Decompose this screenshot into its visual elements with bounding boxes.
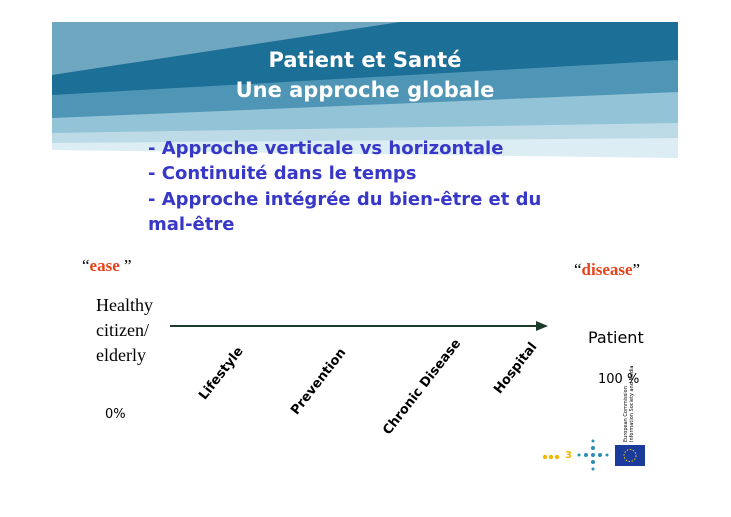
bullet: mal-être — [148, 214, 235, 235]
start-line: citizen/ — [96, 320, 149, 340]
page-number: 3 — [565, 450, 572, 461]
start-percent: 0% — [105, 407, 126, 422]
title-line: Une approche globale — [235, 78, 495, 102]
quote: “ — [574, 260, 582, 279]
word: disease — [581, 260, 633, 279]
ease-label: “ease ” — [82, 256, 132, 276]
quote: ” — [119, 256, 132, 275]
disease-label: “disease” — [574, 260, 640, 280]
end-label: Patient — [588, 328, 644, 347]
bullet: - Approche intégrée du bien-être et du — [148, 189, 542, 210]
quote: “ — [82, 256, 90, 275]
title-line: Patient et Santé — [268, 48, 462, 72]
bullet: - Continuité dans le temps — [148, 163, 417, 184]
quote: ” — [632, 260, 641, 279]
end-percent: 100 % — [598, 372, 640, 387]
logo-text: European Commission Information Society a… — [623, 365, 635, 442]
logo-line: Information Society and Media — [629, 365, 635, 442]
start-line: elderly — [96, 345, 146, 365]
word: ease — [89, 256, 120, 275]
start-line: Healthy — [96, 295, 153, 315]
bullet: - Approche verticale vs horizontale — [148, 138, 504, 159]
